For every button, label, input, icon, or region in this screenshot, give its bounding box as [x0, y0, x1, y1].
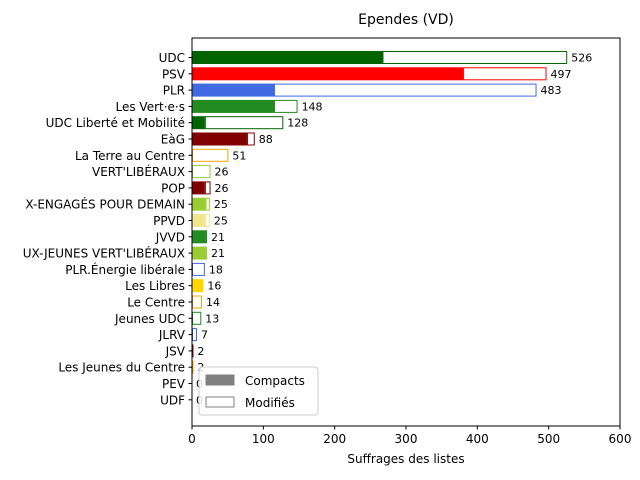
x-tick-label: 200 — [323, 432, 346, 446]
y-tick-label: JSV — [165, 344, 186, 358]
x-tick-label: 600 — [609, 432, 632, 446]
y-tick-label: POP — [161, 181, 185, 195]
bar-value-label: 13 — [205, 312, 219, 325]
y-tick-label: Les Vert·e·s — [116, 100, 186, 114]
bar-value-label: 16 — [207, 280, 221, 293]
bar-compacts — [192, 132, 247, 146]
bar-modifies — [192, 165, 211, 179]
y-tick-label: PLR — [163, 84, 185, 98]
y-tick-label: UDF — [160, 393, 185, 407]
bar-value-label: 25 — [214, 215, 228, 228]
y-tick-label: PEV — [162, 377, 186, 391]
bar-modifies — [204, 116, 284, 130]
bar-modifies — [204, 181, 211, 195]
bar-compacts — [192, 181, 205, 195]
bar-value-label: 526 — [571, 52, 592, 65]
bar-modifies — [192, 344, 194, 358]
bar-modifies — [192, 360, 194, 374]
bar-modifies — [205, 197, 210, 211]
y-tick-label: JLRV — [158, 328, 186, 342]
bar-modifies — [205, 230, 208, 244]
bar-modifies — [246, 132, 255, 146]
bar-value-label: 483 — [541, 84, 562, 97]
y-tick-label: JVVD — [155, 230, 185, 244]
legend-swatch — [205, 396, 235, 408]
bar-compacts — [192, 99, 275, 113]
bar-compacts — [192, 197, 206, 211]
y-tick-label: PSV — [162, 67, 186, 81]
bar-modifies — [205, 246, 208, 260]
y-tick-label: Les Libres — [125, 279, 185, 293]
y-tick-label: X-ENGAGÉS POUR DEMAIN — [25, 197, 185, 212]
y-tick-label: Le Centre — [127, 296, 185, 310]
bar-compacts — [192, 246, 206, 260]
bar-value-label: 51 — [232, 149, 246, 162]
x-axis-label: Suffrages des listes — [347, 452, 464, 466]
bar-modifies — [192, 262, 205, 276]
chart-title: Ependes (VD) — [358, 12, 454, 28]
x-tick-label: 100 — [252, 432, 275, 446]
bar-compacts — [192, 116, 205, 130]
y-tick-label: VERT'LIBÉRAUX — [92, 164, 185, 179]
bar-modifies — [274, 83, 537, 97]
bar-modifies — [204, 214, 210, 227]
bar-value-label: 7 — [201, 329, 208, 342]
bar-compacts — [192, 51, 383, 64]
bar-value-label: 2 — [197, 345, 204, 358]
y-tick-label: Les Jeunes du Centre — [58, 361, 185, 375]
x-tick-label: 500 — [537, 432, 560, 446]
bar-value-label: 26 — [215, 182, 229, 195]
plot-frame — [191, 37, 621, 427]
bar-value-label: 14 — [206, 296, 220, 309]
y-tick-label: PPVD — [153, 214, 185, 228]
bar-modifies — [382, 51, 568, 64]
y-tick-label: UDC — [159, 51, 185, 65]
bar-value-label: 128 — [287, 117, 308, 130]
bar-modifies — [192, 295, 202, 309]
legend-label: Compacts — [245, 374, 305, 388]
x-tick-label: 0 — [188, 432, 196, 446]
y-tick-label: Jeunes UDC — [114, 312, 185, 326]
bar-modifies — [192, 148, 229, 162]
bar-value-label: 497 — [551, 68, 572, 81]
bar-compacts — [192, 230, 206, 244]
bar-compacts — [192, 83, 275, 97]
y-tick-label: La Terre au Centre — [75, 149, 185, 163]
y-tick-labels: UDC PSV PLR Les Vert·e·s UDC Liberté et Mobi… — [23, 51, 192, 407]
legend: Compacts Modifiés — [198, 366, 319, 416]
bar-value-label: 26 — [215, 166, 229, 179]
bar-compacts — [192, 214, 205, 227]
bar-value-label: 21 — [211, 231, 225, 244]
bar-modifies — [463, 67, 547, 81]
x-tick-label: 300 — [395, 432, 418, 446]
y-tick-label: UDC Liberté et Mobilité — [46, 116, 185, 130]
bar-modifies — [192, 311, 202, 325]
bar-compacts — [192, 67, 464, 81]
legend-swatch — [205, 374, 235, 386]
bar-value-label: 21 — [211, 247, 225, 260]
legend-label: Modifiés — [245, 396, 295, 410]
x-ticks: 0 100 200 300 400 500 600 — [188, 426, 631, 446]
bar-value-label: 148 — [302, 100, 323, 113]
x-tick-label: 400 — [466, 432, 489, 446]
bar-modifies — [192, 328, 197, 342]
bar-modifies — [274, 99, 298, 113]
bars-group: 5264974831481288851262625252121181614137… — [192, 51, 592, 407]
y-tick-label: UX-JEUNES VERT'LIBÉRAUX — [23, 246, 185, 261]
bar-compacts — [192, 279, 204, 293]
y-tick-label: PLR.Énergie libérale — [65, 262, 185, 277]
bar-value-label: 88 — [259, 133, 273, 146]
bar-value-label: 18 — [209, 263, 223, 276]
y-tick-label: EàG — [161, 133, 185, 147]
bar-value-label: 25 — [214, 198, 228, 211]
